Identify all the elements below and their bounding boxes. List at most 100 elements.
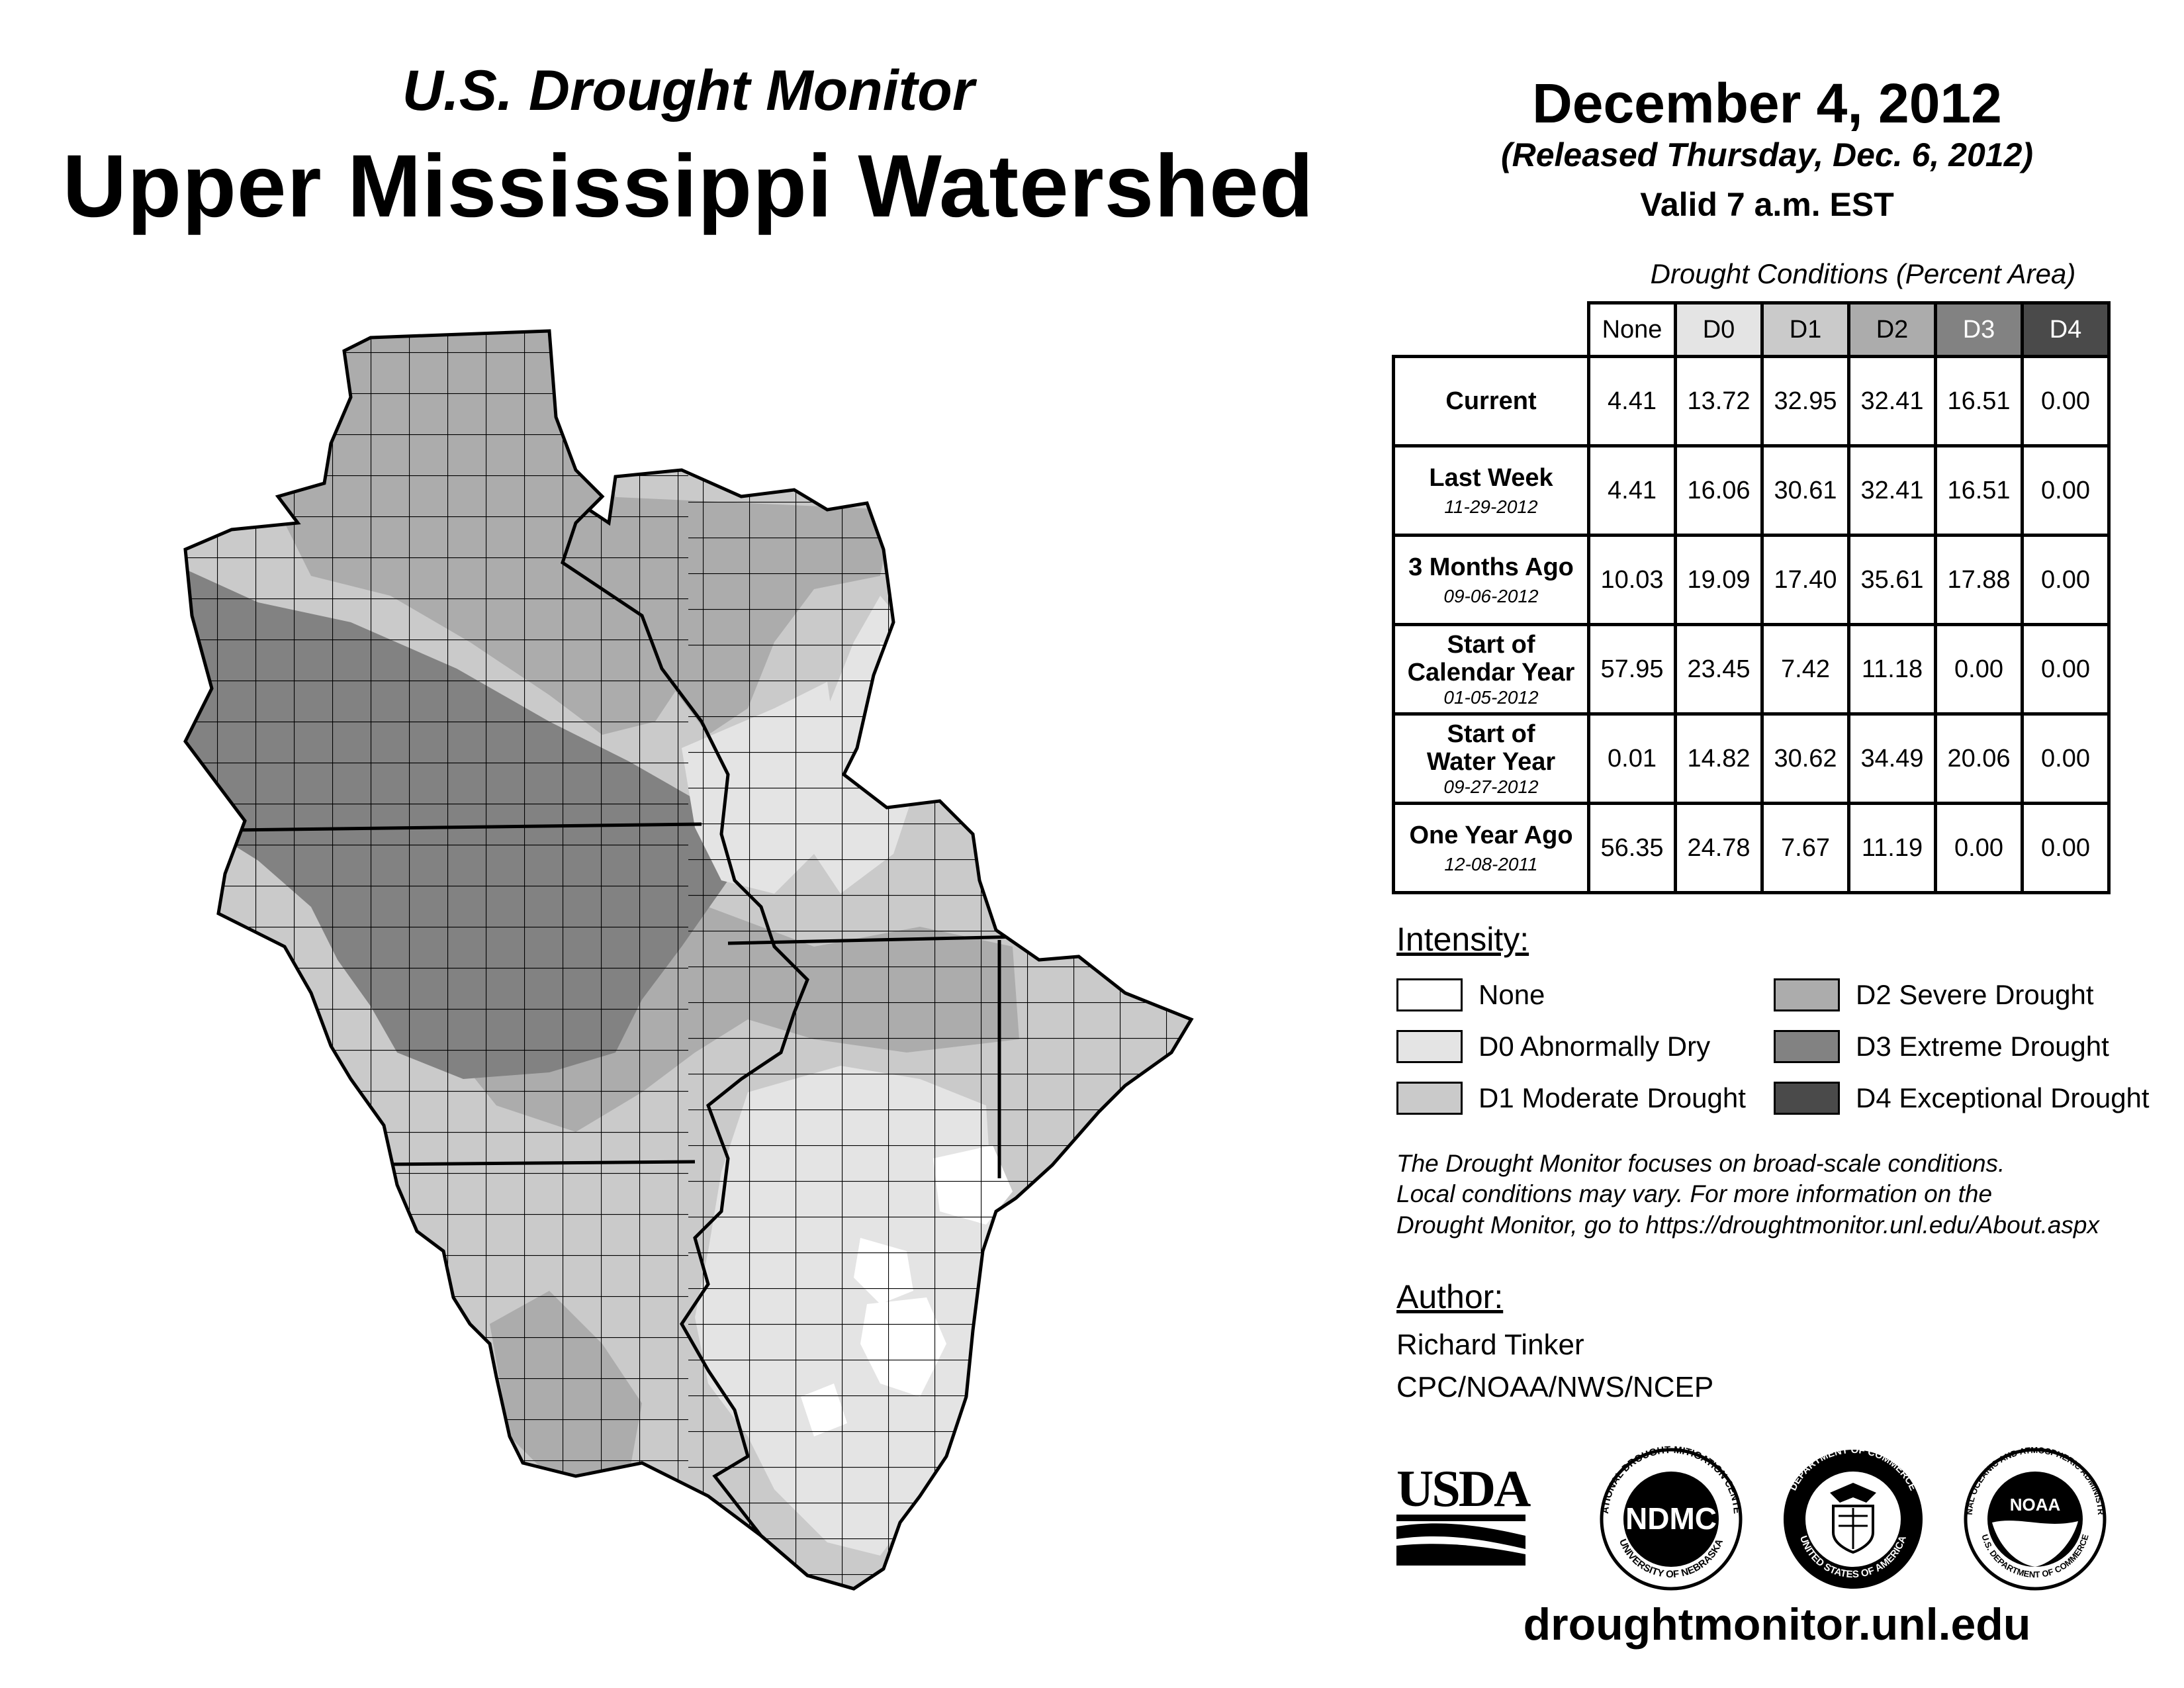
table-header-row: None D0 D1 D2 D3 D4 bbox=[1394, 301, 2111, 358]
row-label: Current bbox=[1392, 355, 1590, 447]
website-url[interactable]: droughtmonitor.unl.edu bbox=[1523, 1599, 2031, 1650]
table-cell: 16.06 bbox=[1674, 444, 1764, 537]
drought-conditions-table: None D0 D1 D2 D3 D4 Current 4.41 13.72 3… bbox=[1392, 301, 2111, 894]
legend-label: D1 Moderate Drought bbox=[1479, 1082, 1746, 1113]
row-label: One Year Ago 12-08-2011 bbox=[1392, 802, 1590, 894]
mississippi-river bbox=[561, 495, 885, 1591]
row-date: 01-05-2012 bbox=[1443, 686, 1539, 708]
legend-swatch bbox=[1774, 1030, 1840, 1063]
table-cell: 7.42 bbox=[1760, 623, 1850, 716]
table-cell: 32.41 bbox=[1847, 355, 1937, 447]
col-d1: D1 bbox=[1760, 301, 1850, 358]
table-cell: 0.00 bbox=[2021, 534, 2111, 626]
table-cell: 11.18 bbox=[1847, 623, 1937, 716]
table-cell: 0.00 bbox=[2021, 802, 2111, 894]
table-cell: 16.51 bbox=[1934, 355, 2024, 447]
ndmc-text: NDMC bbox=[1625, 1501, 1717, 1536]
row-label: Start of Water Year 09-27-2012 bbox=[1392, 712, 1590, 805]
legend-label: D2 Severe Drought bbox=[1856, 979, 2094, 1010]
table-cell: 0.00 bbox=[2021, 623, 2111, 716]
row-date: 09-06-2012 bbox=[1443, 585, 1539, 606]
legend-item-d2: D2 Severe Drought bbox=[1774, 978, 2094, 1011]
legend-item-d1: D1 Moderate Drought bbox=[1396, 1082, 1746, 1115]
table-cell: 35.61 bbox=[1847, 534, 1937, 626]
author-info: Richard Tinker CPC/NOAA/NWS/NCEP bbox=[1396, 1324, 1713, 1409]
table-cell: 20.06 bbox=[1934, 712, 2024, 805]
table-cell: 4.41 bbox=[1587, 355, 1677, 447]
legend-item-d4: D4 Exceptional Drought bbox=[1774, 1082, 2150, 1115]
legend-swatch bbox=[1396, 1030, 1463, 1063]
disclaimer-note: The Drought Monitor focuses on broad-sca… bbox=[1396, 1150, 2099, 1239]
table-cell: 56.35 bbox=[1587, 802, 1677, 894]
row-label: Last Week 11-29-2012 bbox=[1392, 444, 1590, 537]
table-cell: 13.72 bbox=[1674, 355, 1764, 447]
table-cell: 0.00 bbox=[2021, 712, 2111, 805]
map-date: December 4, 2012 bbox=[1532, 72, 2002, 134]
map-subtitle: U.S. Drought Monitor bbox=[402, 59, 975, 122]
table-cell: 0.00 bbox=[2021, 444, 2111, 537]
doc-seal: DEPARTMENT OF COMMERCE UNITED STATES OF … bbox=[1784, 1444, 1923, 1589]
table-cell: 16.51 bbox=[1934, 444, 2024, 537]
intensity-label: Intensity: bbox=[1396, 921, 1529, 958]
row-label: Start of Calendar Year 01-05-2012 bbox=[1392, 623, 1590, 716]
table-cell: 17.88 bbox=[1934, 534, 2024, 626]
table-cell: 32.95 bbox=[1760, 355, 1850, 447]
table-cell: 30.62 bbox=[1760, 712, 1850, 805]
state-boundary-wi-il bbox=[727, 935, 1020, 945]
col-d3: D3 bbox=[1934, 301, 2024, 358]
table-cell: 30.61 bbox=[1760, 444, 1850, 537]
table-cell: 23.45 bbox=[1674, 623, 1764, 716]
legend-item-d3: D3 Extreme Drought bbox=[1774, 1030, 2109, 1063]
table-cell: 0.01 bbox=[1587, 712, 1677, 805]
author-org: CPC/NOAA/NWS/NCEP bbox=[1396, 1370, 1714, 1403]
legend-swatch bbox=[1774, 978, 1840, 1011]
legend-swatch bbox=[1396, 1082, 1463, 1115]
legend-label: None bbox=[1479, 979, 1545, 1010]
legend-item-d0: D0 Abnormally Dry bbox=[1396, 1030, 1710, 1063]
table-cell: 32.41 bbox=[1847, 444, 1937, 537]
legend-item-none: None bbox=[1396, 978, 1545, 1011]
none-region-1 bbox=[880, 642, 920, 735]
state-boundary-mn-ia bbox=[185, 822, 702, 833]
row-label: 3 Months Ago 09-06-2012 bbox=[1392, 534, 1590, 626]
author-name: Richard Tinker bbox=[1396, 1329, 1584, 1361]
col-d4: D4 bbox=[2021, 301, 2111, 358]
table-cell: 19.09 bbox=[1674, 534, 1764, 626]
legend-label: D3 Extreme Drought bbox=[1856, 1031, 2109, 1062]
conditions-table-title: Drought Conditions (Percent Area) bbox=[1650, 258, 2076, 289]
col-none: None bbox=[1587, 301, 1677, 358]
table-cell: 34.49 bbox=[1847, 712, 1937, 805]
table-cell: 57.95 bbox=[1587, 623, 1677, 716]
table-cell: 7.67 bbox=[1760, 802, 1850, 894]
col-d0: D0 bbox=[1674, 301, 1764, 358]
table-cell: 0.00 bbox=[1934, 802, 2024, 894]
valid-time: Valid 7 a.m. EST bbox=[1640, 186, 1894, 223]
row-date: 11-29-2012 bbox=[1444, 496, 1538, 517]
table-row: Last Week 11-29-2012 4.41 16.06 30.61 32.… bbox=[1392, 444, 2111, 537]
table-cell: 24.78 bbox=[1674, 802, 1764, 894]
table-row: Start of Calendar Year 01-05-2012 57.95 23… bbox=[1392, 623, 2111, 716]
release-date: (Released Thursday, Dec. 6, 2012) bbox=[1500, 136, 2034, 173]
usda-logo: USDA bbox=[1396, 1460, 1533, 1566]
noaa-text: NOAA bbox=[2010, 1495, 2061, 1515]
col-d2: D2 bbox=[1847, 301, 1937, 358]
row-date: 09-27-2012 bbox=[1443, 776, 1539, 797]
author-label: Author: bbox=[1396, 1278, 1504, 1315]
table-cell: 10.03 bbox=[1587, 534, 1677, 626]
legend-label: D4 Exceptional Drought bbox=[1856, 1082, 2150, 1113]
table-cell: 4.41 bbox=[1587, 444, 1677, 537]
watershed-outline bbox=[183, 329, 1194, 1591]
table-row: Start of Water Year 09-27-2012 0.01 14.82 … bbox=[1392, 712, 2111, 805]
legend-swatch bbox=[1774, 1082, 1840, 1115]
legend-label: D0 Abnormally Dry bbox=[1479, 1031, 1711, 1062]
table-cell: 0.00 bbox=[1934, 623, 2024, 716]
table-row: Current 4.41 13.72 32.95 32.41 16.51 0.0… bbox=[1392, 355, 2111, 447]
table-row: One Year Ago 12-08-2011 56.35 24.78 7.67 … bbox=[1392, 802, 2111, 894]
map-title: Upper Mississippi Watershed bbox=[62, 137, 1314, 236]
watershed-map bbox=[183, 329, 1194, 1591]
table-cell: 14.82 bbox=[1674, 712, 1764, 805]
table-cell: 0.00 bbox=[2021, 355, 2111, 447]
legend-swatch bbox=[1396, 978, 1463, 1011]
row-date: 12-08-2011 bbox=[1444, 853, 1538, 874]
usda-text: USDA bbox=[1396, 1460, 1531, 1517]
